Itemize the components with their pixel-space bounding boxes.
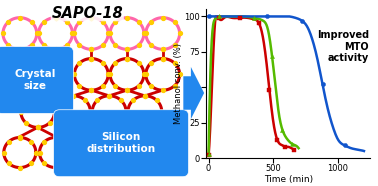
Text: SAPO-18: SAPO-18 <box>51 6 123 20</box>
Y-axis label: Methanol conv. (%): Methanol conv. (%) <box>174 43 183 124</box>
FancyBboxPatch shape <box>0 46 73 113</box>
Text: Crystal
size: Crystal size <box>14 69 56 91</box>
Text: Improved
MTO
activity: Improved MTO activity <box>317 30 369 63</box>
FancyBboxPatch shape <box>54 110 189 177</box>
X-axis label: Time (min): Time (min) <box>264 175 313 184</box>
Text: Silicon
distribution: Silicon distribution <box>87 132 156 154</box>
